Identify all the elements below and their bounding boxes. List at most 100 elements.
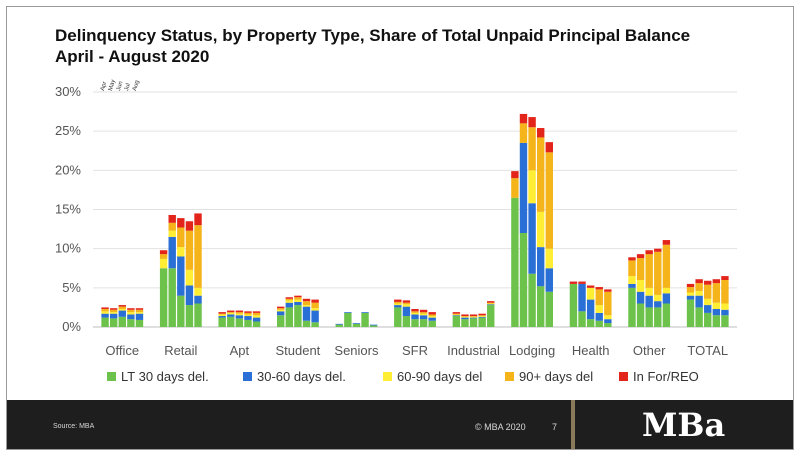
bar-segment (461, 319, 469, 327)
bar-segment (604, 291, 612, 316)
bar-segment (452, 316, 461, 327)
bar-segment (478, 316, 486, 318)
legend-item-in-for-reo: In For/REO (619, 369, 699, 384)
bar-segment (712, 283, 721, 303)
bar-segment (294, 299, 302, 302)
bar-segment (595, 312, 603, 321)
bar-segment (686, 299, 695, 327)
bar-segment (218, 312, 226, 314)
chart-title-line1: Delinquency Status, by Property Type, Sh… (55, 26, 691, 45)
bar-segment (662, 293, 671, 304)
bar-segment (428, 312, 436, 315)
bar-segment (569, 283, 578, 327)
bar-segment (519, 123, 528, 143)
bar-segment (101, 311, 109, 314)
bar-segment (135, 319, 144, 327)
bar-segment (127, 309, 135, 313)
bar-segment (227, 316, 235, 327)
bar-segment (402, 316, 411, 327)
bar-segment (721, 315, 729, 327)
bar-segment (654, 294, 662, 302)
bar-segment (109, 312, 118, 314)
bar-segment (461, 316, 469, 318)
bar-segment (452, 313, 461, 315)
x-tick-label: Retail (164, 343, 197, 358)
bar-segment (721, 276, 729, 280)
legend-label: 30-60 days del. (257, 369, 346, 384)
bar-segment (194, 303, 202, 327)
bar-segment (218, 313, 226, 315)
y-tick-label: 15% (55, 202, 81, 217)
bar-segment (686, 295, 695, 300)
bar-segment (127, 312, 135, 315)
bar-segment (335, 324, 343, 327)
bar-segment (704, 280, 712, 285)
bar-segment (135, 309, 144, 313)
bar-segment (704, 284, 712, 299)
bar-segment (487, 303, 495, 305)
stacked-bar-chart: 0% 5% 10% 15% 20% 25% 30% Office Retail Apt Studen… (55, 84, 737, 358)
bar-segment (127, 319, 135, 327)
y-tick-label: 5% (62, 280, 81, 295)
bar-segment (645, 250, 653, 255)
bar-segment (185, 230, 194, 270)
bar-segment (511, 171, 519, 179)
bar-segment (118, 305, 126, 307)
bar-segment (168, 214, 176, 223)
bar-segment (686, 292, 695, 296)
bar-segment (168, 236, 176, 269)
bar-segment (721, 309, 729, 316)
bar-segment (452, 314, 461, 316)
bar-segment (177, 295, 185, 327)
bar-segment (109, 309, 118, 313)
bar-segment (511, 178, 519, 198)
bar-segment (536, 286, 545, 327)
bar-segment (595, 320, 603, 327)
legend-label: 90+ days del (519, 369, 594, 384)
bar-segment (662, 244, 671, 288)
bar-segment (519, 233, 528, 327)
bar-segment (469, 317, 478, 319)
bar-segment (712, 279, 721, 284)
bar-segment (487, 302, 495, 304)
bar-segment (712, 315, 721, 327)
bar-segment (411, 314, 419, 320)
bar-segment (185, 221, 194, 231)
bar-segment (285, 307, 294, 327)
bar-segment (604, 319, 612, 324)
bar-segment (545, 268, 553, 292)
bar-segment (695, 307, 703, 327)
bar-segment (528, 170, 536, 204)
bar-segment (235, 312, 244, 314)
bar-segment (586, 285, 595, 288)
bar-segment (645, 254, 653, 288)
bar-segment (285, 297, 294, 299)
bar-segment (461, 314, 469, 317)
bar-segment (311, 310, 319, 323)
bar-segment (227, 310, 235, 313)
bar-segment (101, 308, 109, 312)
bar-segment (277, 309, 285, 312)
bar-segment (302, 301, 311, 306)
bar-segment (177, 218, 185, 228)
bar-segment (487, 304, 495, 306)
bar-segment (302, 298, 311, 302)
bar-segment (686, 283, 695, 288)
bar-segment (394, 303, 402, 306)
bar-segment (519, 142, 528, 233)
bar-segment (244, 311, 252, 313)
x-tick-label: Health (572, 343, 610, 358)
bar-segment (311, 302, 319, 309)
bar-segment (101, 313, 109, 318)
bar-segment (352, 323, 361, 327)
bar-segment (302, 305, 311, 307)
bar-segment (352, 323, 361, 324)
bar-segment (311, 322, 319, 327)
legend-item-lt30: LT 30 days del. (107, 369, 209, 384)
bar-segment (218, 317, 226, 327)
bar-segment (578, 283, 586, 312)
bar-segment (419, 313, 428, 316)
bar-segment (101, 317, 109, 327)
bar-segment (604, 323, 612, 327)
bar-segment (636, 258, 645, 280)
